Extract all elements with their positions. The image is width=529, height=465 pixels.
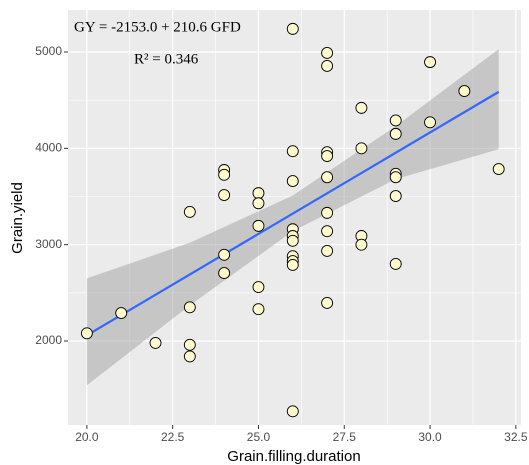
point xyxy=(252,303,265,316)
point xyxy=(389,127,402,140)
point xyxy=(458,85,471,97)
point xyxy=(183,338,196,351)
x-tick-label: 22.5 xyxy=(161,430,185,444)
point xyxy=(389,114,402,127)
x-axis-title: Grain.filling.duration xyxy=(227,448,360,465)
equation: GY = -2153.0 + 210.6 GFD xyxy=(74,19,241,35)
point xyxy=(218,168,231,181)
panel xyxy=(68,10,521,425)
point xyxy=(286,22,299,35)
point xyxy=(424,56,437,69)
point xyxy=(389,190,402,202)
point xyxy=(115,307,128,320)
point xyxy=(286,175,299,188)
point xyxy=(321,206,334,219)
point xyxy=(286,145,299,158)
y-axis-title: Grain.yield xyxy=(9,182,26,254)
point xyxy=(183,301,196,314)
x-tick-label: 25.0 xyxy=(247,430,271,444)
point xyxy=(183,205,196,218)
y-tick-label: 3000 xyxy=(35,237,62,251)
point xyxy=(252,281,265,294)
point xyxy=(321,60,334,72)
point xyxy=(286,258,299,271)
y-tick-label: 5000 xyxy=(35,44,62,58)
point xyxy=(492,163,505,175)
y-tick-label: 4000 xyxy=(35,141,62,155)
r-squared: R² = 0.346 xyxy=(134,51,199,67)
point xyxy=(286,405,299,418)
point xyxy=(321,244,334,257)
point xyxy=(389,257,402,270)
point xyxy=(321,150,334,162)
y-tick-label: 2000 xyxy=(35,333,62,347)
point xyxy=(321,47,334,59)
x-tick-label: 20.0 xyxy=(75,430,99,444)
point xyxy=(321,225,334,238)
point xyxy=(252,187,265,200)
point xyxy=(149,336,162,349)
point xyxy=(321,296,334,309)
point xyxy=(80,327,93,340)
point xyxy=(355,142,368,155)
point xyxy=(355,101,368,114)
point xyxy=(286,234,299,247)
point xyxy=(218,248,231,261)
point xyxy=(252,197,265,210)
x-tick-label: 30.0 xyxy=(418,430,442,444)
x-tick-label: 27.5 xyxy=(333,430,357,444)
fit-line xyxy=(86,90,500,337)
point xyxy=(355,238,368,251)
x-tick-label: 32.5 xyxy=(504,430,528,444)
point xyxy=(183,350,196,363)
point xyxy=(321,171,334,184)
point xyxy=(252,219,265,232)
point xyxy=(389,171,402,184)
point xyxy=(218,267,231,280)
point xyxy=(424,116,437,129)
point xyxy=(218,189,231,202)
